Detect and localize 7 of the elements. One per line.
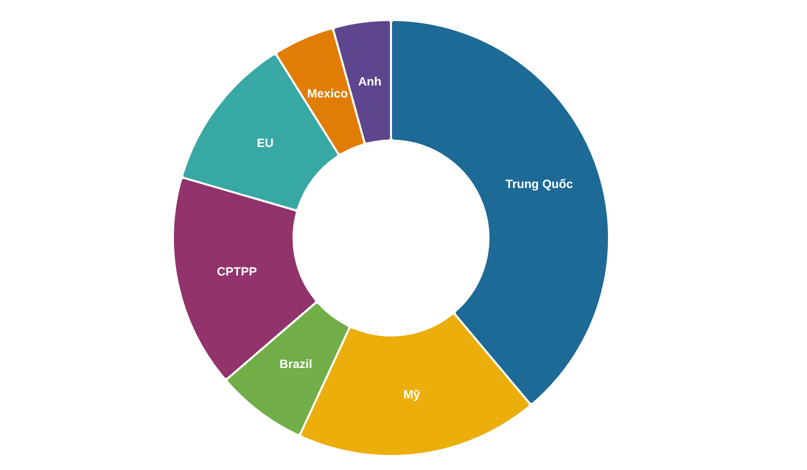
slice-label: Mexico (307, 86, 348, 101)
slice-label: Brazil (280, 356, 312, 371)
slice-label: CPTPP (216, 264, 257, 278)
slice-label: Trung Quốc (506, 177, 574, 192)
slice-label: Anh (358, 74, 382, 89)
slice-label: EU (256, 136, 274, 150)
slice-label: Mỹ (403, 387, 420, 402)
